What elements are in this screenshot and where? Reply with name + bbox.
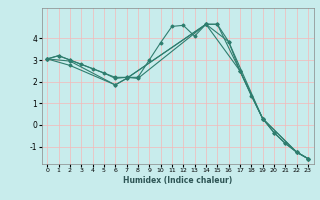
X-axis label: Humidex (Indice chaleur): Humidex (Indice chaleur) (123, 176, 232, 185)
